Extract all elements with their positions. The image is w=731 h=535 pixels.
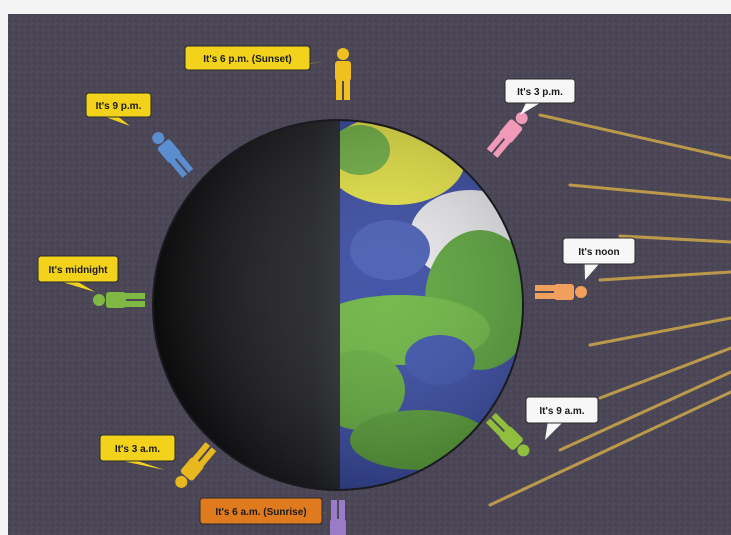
label-midnight: It's midnight bbox=[37, 255, 119, 292]
person-icon-six-am bbox=[330, 500, 346, 535]
globe-icon bbox=[153, 120, 523, 490]
label-three-pm-text: It's 3 p.m. bbox=[517, 87, 563, 98]
label-nine-pm-text: It's 9 p.m. bbox=[96, 101, 142, 112]
sun-ray-icon bbox=[488, 113, 731, 507]
label-noon-text: It's noon bbox=[578, 247, 619, 258]
label-three-am: It's 3 a.m. bbox=[99, 434, 176, 470]
label-three-am-text: It's 3 a.m. bbox=[115, 444, 160, 455]
person-icon-three-am bbox=[175, 442, 217, 488]
person-icon-three-pm bbox=[486, 112, 528, 158]
label-six-pm: It's 6 p.m. (Sunset) bbox=[184, 45, 325, 71]
label-nine-am: It's 9 a.m. bbox=[525, 396, 599, 440]
label-six-am: It's 6 a.m. (Sunrise) bbox=[199, 497, 330, 525]
person-icon-nine-pm bbox=[152, 132, 194, 178]
label-three-pm: It's 3 p.m. bbox=[504, 78, 576, 115]
label-nine-pm: It's 9 p.m. bbox=[85, 92, 152, 126]
person-icon-six-pm bbox=[335, 48, 351, 100]
person-icon-midnight bbox=[93, 292, 145, 308]
label-nine-am-text: It's 9 a.m. bbox=[539, 406, 584, 417]
label-six-pm-text: It's 6 p.m. (Sunset) bbox=[203, 54, 292, 65]
person-icon-noon bbox=[535, 284, 587, 300]
label-noon: It's noon bbox=[562, 237, 636, 280]
label-six-am-text: It's 6 a.m. (Sunrise) bbox=[215, 507, 306, 518]
person-icon-nine-am bbox=[485, 412, 530, 457]
label-midnight-text: It's midnight bbox=[48, 265, 108, 276]
